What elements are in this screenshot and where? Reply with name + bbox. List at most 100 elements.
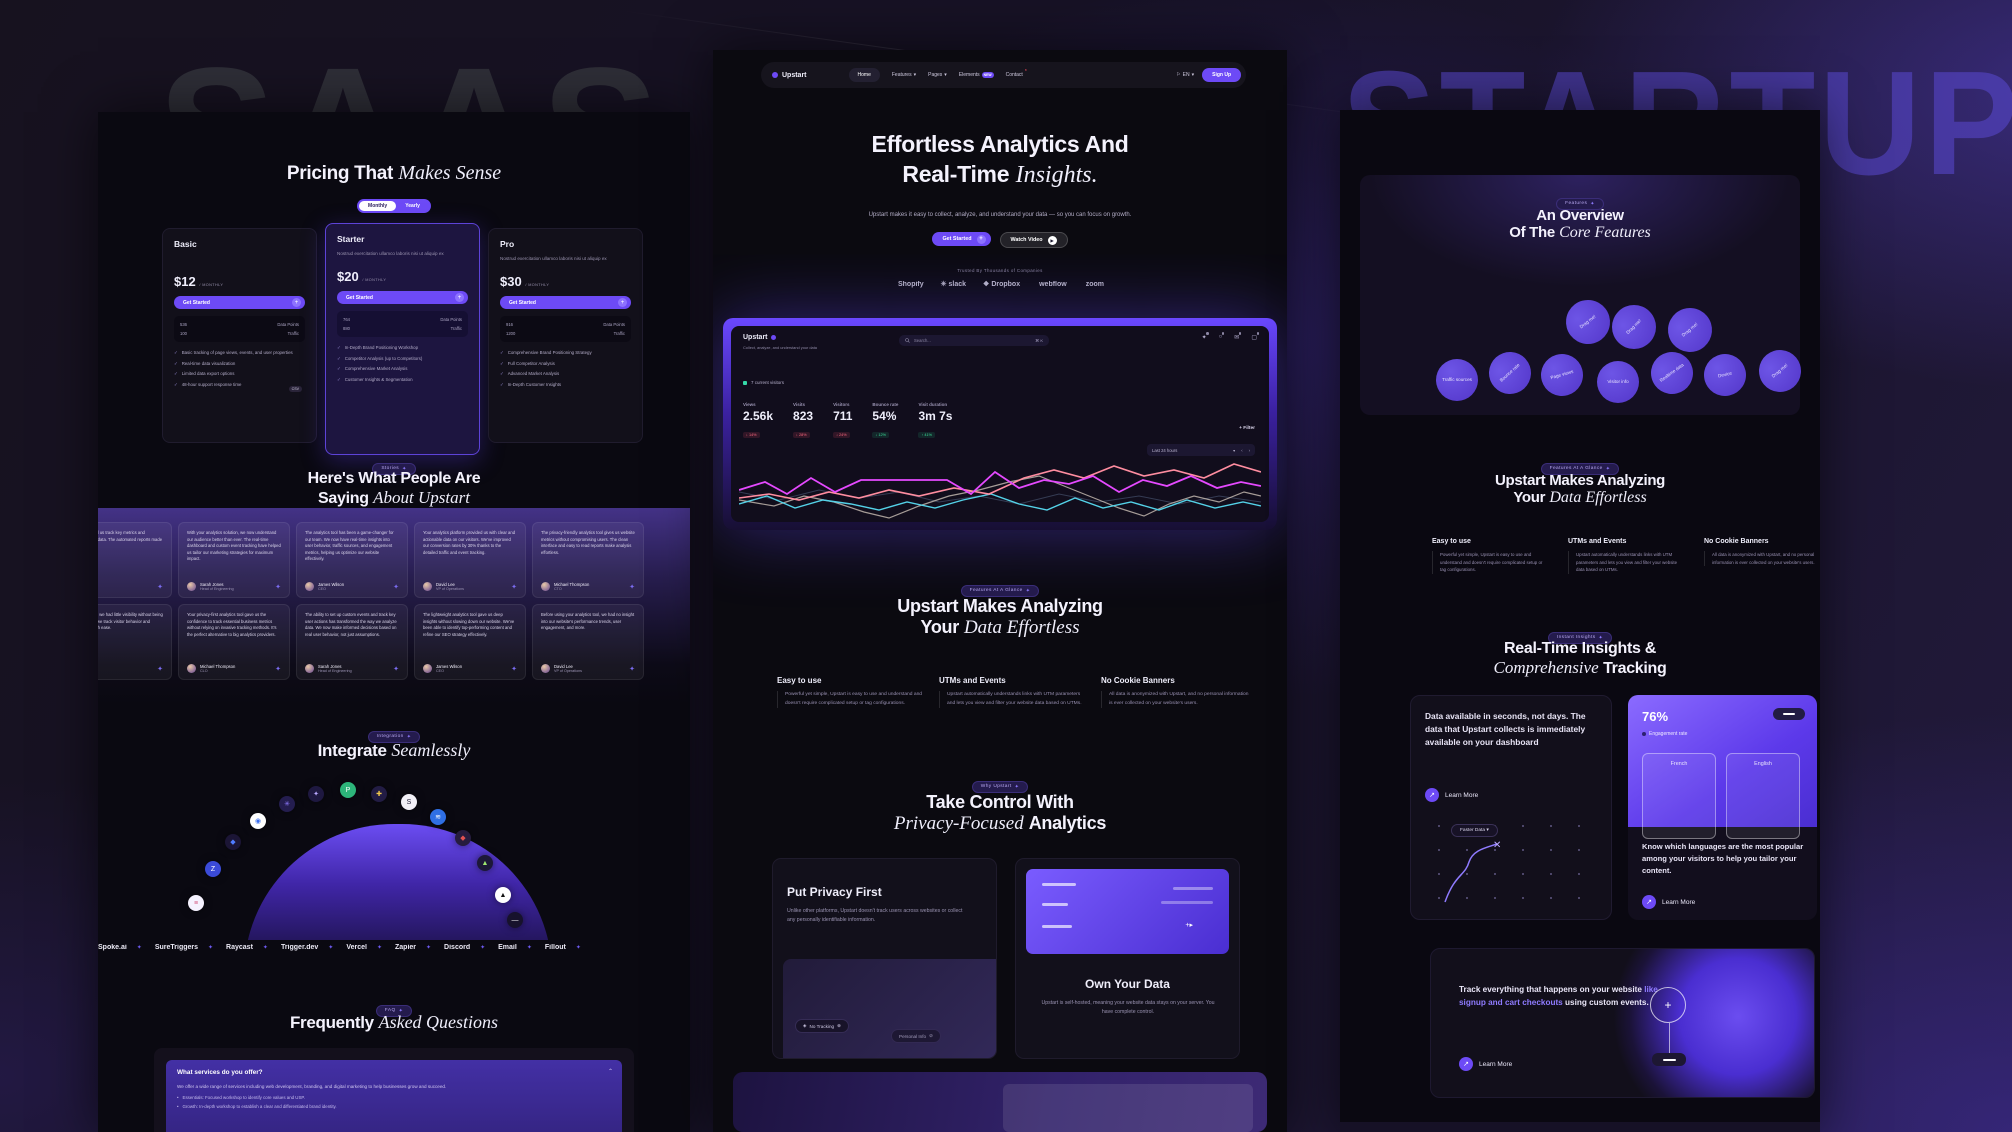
stat-block: Visits 823 ↓ 28% <box>793 402 813 441</box>
get-started-button[interactable]: Get Started + <box>500 296 631 309</box>
testimonial-role: VP of Operations <box>436 587 465 591</box>
marquee-item[interactable]: Discord ✦ <box>444 944 486 951</box>
integration-app-icon[interactable]: ≡ <box>188 895 204 911</box>
plus-icon: + <box>618 298 627 307</box>
learn-more-button[interactable]: ↗ Learn More <box>1459 1057 1512 1071</box>
hero-cta-row: Get Started + Watch Video ▶ <box>713 232 1287 248</box>
glance-col-cookies: No Cookie Banners All data is anonymized … <box>1101 676 1251 709</box>
logo-glyph-icon: ✳ <box>940 281 947 288</box>
event-pill <box>1652 1053 1686 1066</box>
toolbar-icon[interactable]: ▢ <box>1251 332 1259 341</box>
marquee-item[interactable]: Fillout ✦ <box>544 944 581 951</box>
integration-app-icon[interactable]: — <box>507 912 523 928</box>
plan-price: $30 / MONTHLY <box>500 274 550 289</box>
testimonial-name: Sarah Jones <box>318 664 342 669</box>
integration-app-icon[interactable]: ✚ <box>371 786 387 802</box>
feature-circle[interactable]: Realtime data <box>1642 343 1702 403</box>
toggle-pill[interactable] <box>1773 708 1805 720</box>
arrow-up-right-icon: ↗ <box>1642 895 1656 909</box>
learn-more-button[interactable]: ↗ Learn More <box>1425 788 1478 802</box>
stat-delta: ↓ 28% <box>793 432 810 438</box>
drag-circle[interactable]: Drag me! <box>1602 295 1666 359</box>
faq-item-open[interactable]: What services do you offer? ⌃ We offer a… <box>166 1060 622 1132</box>
marquee-item[interactable]: Raycast ✦ <box>226 944 268 951</box>
feature-circle[interactable]: Drag me! <box>1750 341 1810 401</box>
stat-label: Visitors <box>833 402 850 407</box>
dome-graphic <box>1594 949 1814 1097</box>
integration-app-icon[interactable]: P <box>340 782 356 798</box>
feature-circle[interactable]: Device <box>1700 350 1750 400</box>
integration-app-icon[interactable]: ✦ <box>308 786 324 802</box>
integration-app-icon[interactable]: Z <box>205 861 221 877</box>
stat-value: 2.56k <box>743 409 774 423</box>
signup-button[interactable]: Sign Up <box>1202 68 1241 82</box>
integration-app-icon[interactable]: ≋ <box>430 809 446 825</box>
nav-home[interactable]: Home <box>848 68 880 82</box>
toolbar-icon[interactable]: ✦ <box>1202 332 1209 341</box>
nav-elements[interactable]: Elements NEW <box>958 72 994 78</box>
star-icon: ✦ <box>393 583 399 591</box>
feature-circle[interactable]: Bounce rate <box>1480 343 1540 403</box>
integration-app-icon[interactable]: ✳ <box>279 796 295 812</box>
search-icon <box>905 338 910 343</box>
nav-contact[interactable]: Contact * <box>1005 69 1027 78</box>
get-started-button[interactable]: Get Started + <box>932 232 991 246</box>
nav-features[interactable]: Features ▾ <box>891 72 917 78</box>
chevron-down-icon: ▾ <box>944 72 947 78</box>
integration-app-icon[interactable]: ▲ <box>495 887 511 903</box>
drag-circle[interactable]: Drag me! <box>1557 291 1619 353</box>
marquee-item[interactable]: Spoke.ai ✦ <box>98 944 142 951</box>
glance-col-utms: UTMs and Events Upstart automatically und… <box>939 676 1089 709</box>
faq-question[interactable]: What services do you offer? <box>177 1069 263 1076</box>
connector-line <box>1669 1023 1670 1053</box>
toggle-monthly[interactable]: Monthly <box>359 201 397 211</box>
stat-label: Visits <box>793 402 805 407</box>
get-started-button[interactable]: Get Started + <box>174 296 305 309</box>
plan-price: $20 / MONTHLY <box>337 269 387 284</box>
marquee-item[interactable]: Email ✦ <box>498 944 532 951</box>
testimonial-card: Before this tool, we had little visibili… <box>98 604 172 680</box>
toolbar-icon[interactable]: ○ <box>1218 332 1225 340</box>
stat-block: Bounce rate 54% ↓ 12% <box>872 402 898 441</box>
integration-app-icon[interactable]: ◉ <box>250 813 266 829</box>
billing-toggle[interactable]: Monthly Yearly <box>357 199 431 213</box>
watch-video-button[interactable]: Watch Video ▶ <box>999 232 1068 248</box>
nav-pages[interactable]: Pages ▾ <box>928 72 947 78</box>
integration-app-icon[interactable]: ◆ <box>455 830 471 846</box>
learn-more-button[interactable]: ↗ Learn More <box>1642 895 1695 909</box>
card-text: Unlike other platforms, Upstart doesn't … <box>787 908 963 924</box>
feature-circle[interactable]: Page views <box>1536 349 1588 401</box>
integration-app-icon[interactable]: ◆ <box>225 834 241 850</box>
dashboard-tagline: Collect, analyze, and understand your da… <box>743 345 817 350</box>
testimonial-text: The privacy-friendly analytics tool give… <box>541 530 635 555</box>
date-range-select[interactable]: Last 24 hours ▾ ‹ › <box>1147 444 1255 456</box>
next-icon[interactable]: › <box>1248 447 1250 453</box>
brand-name: Upstart <box>782 71 807 79</box>
testimonial-card: With your analytics solution, we now und… <box>178 522 290 598</box>
language-selector[interactable]: ⚐ EN ▾ <box>1176 72 1195 78</box>
get-started-button[interactable]: Get Started + <box>337 291 468 304</box>
plan-feature-list: ✓ In-Depth Brand Positioning Workshop ✓ Com… <box>337 345 468 383</box>
collapse-icon[interactable]: ⌃ <box>607 1069 613 1075</box>
trusted-by-label: Trusted By Thousands of Companies <box>957 268 1043 273</box>
plan-feature-list: ✓ Basic tracking of page views, events, a… <box>174 350 305 388</box>
marquee-item[interactable]: Vercel ✦ <box>346 944 382 951</box>
prev-icon[interactable]: ‹ <box>1241 447 1243 453</box>
no-tracking-pill: ◈ No Tracking ⊕ <box>795 1019 849 1033</box>
feature-circle[interactable]: Traffic sources <box>1436 359 1478 401</box>
plan-desc <box>174 255 305 270</box>
marquee-item[interactable]: SureTriggers ✦ <box>154 944 214 951</box>
toolbar-icon[interactable]: ✉ <box>1234 332 1242 341</box>
filter-button[interactable]: + Filter <box>1239 426 1255 431</box>
glance-col-utms: UTMs and Events Upstart automatically und… <box>1568 538 1683 575</box>
engagement-card: 76% Engagement rate French English Know … <box>1628 695 1817 920</box>
bottom-card-preview <box>733 1072 1267 1132</box>
marquee-item[interactable]: Zapier ✦ <box>395 944 432 951</box>
marquee-item[interactable]: Trigger.dev ✦ <box>280 944 334 951</box>
personal-info-pill: Personal Info ⊘ <box>891 1029 941 1043</box>
integration-app-icon[interactable]: S <box>401 794 417 810</box>
search-input[interactable]: Search... ⌘ K <box>899 335 1049 346</box>
integration-app-icon[interactable]: ▲ <box>477 855 493 871</box>
toggle-yearly[interactable]: Yearly <box>405 203 420 209</box>
feature-circle[interactable]: Visitor info <box>1597 361 1639 403</box>
